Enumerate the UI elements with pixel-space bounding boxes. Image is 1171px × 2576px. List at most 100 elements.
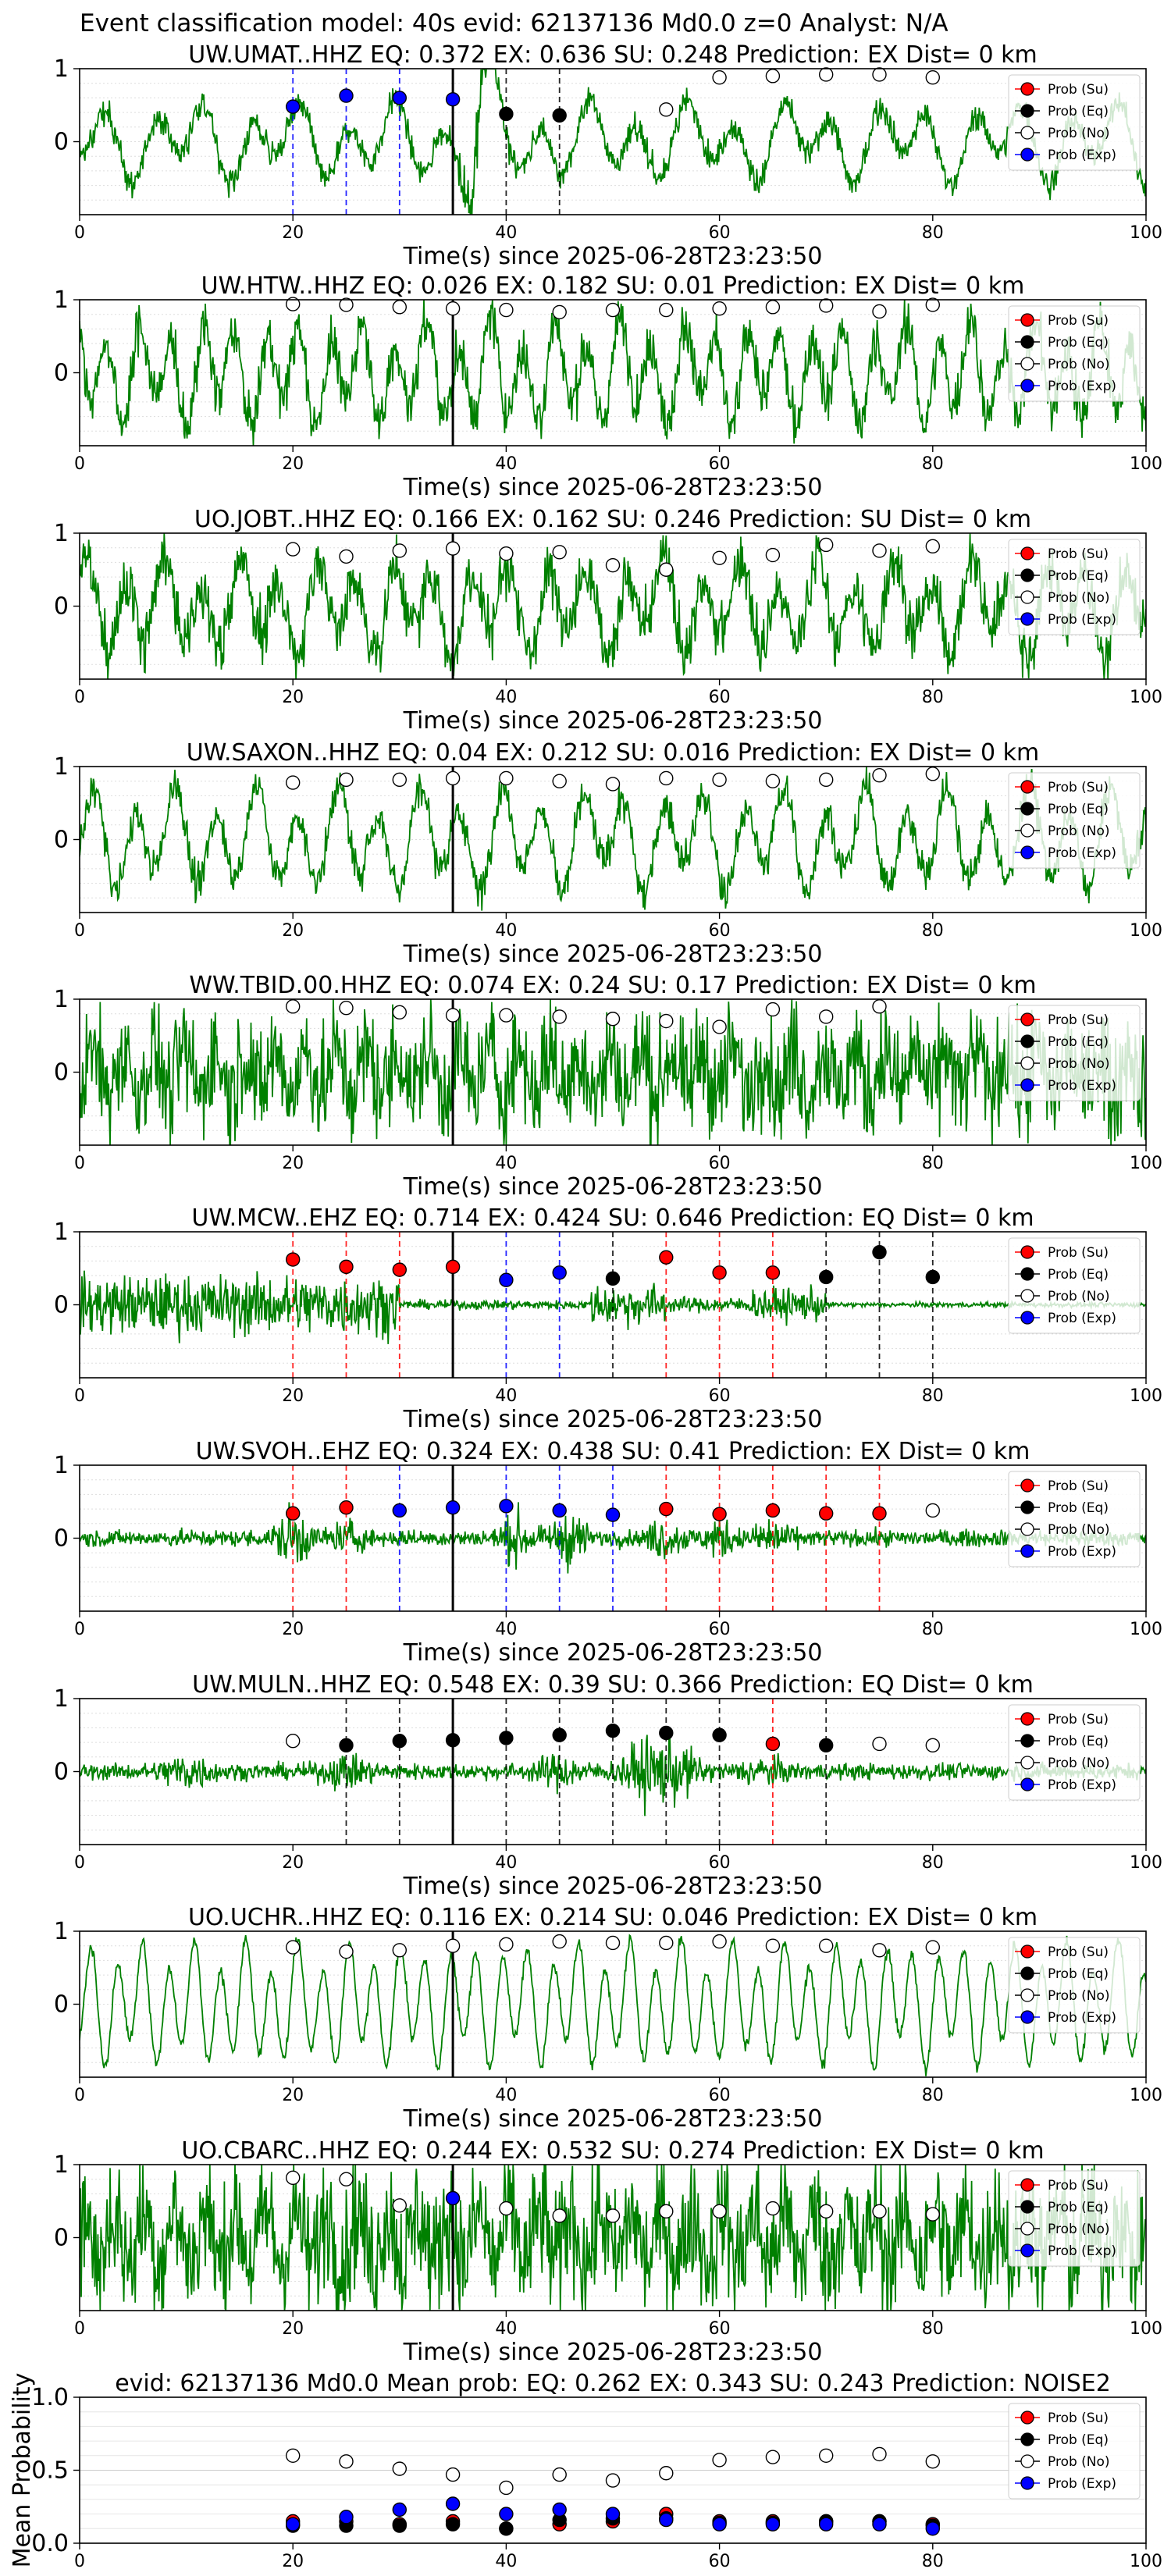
probability-marker <box>765 547 781 563</box>
x-tick-label: 40 <box>495 2319 517 2339</box>
legend-marker <box>1020 1734 1034 1748</box>
legend-label: Prob (Exp) <box>1048 1311 1116 1326</box>
legend-label: Prob (Exp) <box>1048 845 1116 861</box>
legend-marker <box>1020 2243 1034 2258</box>
probability-marker <box>339 1500 354 1515</box>
legend-label: Prob (Su) <box>1048 1712 1109 1727</box>
subplot-0: UW.UMAT..HHZ EQ: 0.372 EX: 0.636 SU: 0.2… <box>54 41 1162 270</box>
probability-marker <box>339 772 354 788</box>
y-tick-label: 0 <box>54 827 69 854</box>
probability-marker <box>872 999 887 1014</box>
legend-marker <box>1020 802 1034 816</box>
probability-marker <box>925 767 941 781</box>
x-axis-label: Time(s) since 2025-06-28T23:23:50 <box>403 707 823 735</box>
probability-marker <box>552 304 567 320</box>
legend-label: Prob (Eq) <box>1048 1734 1109 1749</box>
legend-marker <box>1020 2432 1034 2446</box>
probability-marker <box>286 1252 301 1267</box>
mean-probability-marker <box>872 2517 887 2532</box>
probability-marker <box>339 1001 354 1016</box>
x-tick-label: 0 <box>74 223 85 243</box>
x-tick-label: 100 <box>1130 223 1162 243</box>
probability-marker <box>872 304 887 319</box>
waveform-trace <box>80 999 1146 1145</box>
mean-probability-marker <box>659 2466 674 2481</box>
mean-probability-marker <box>392 2518 407 2533</box>
probability-marker <box>765 2201 781 2216</box>
legend-marker <box>1020 1777 1034 1791</box>
legend-label: Prob (Exp) <box>1048 1078 1116 1094</box>
x-tick-label: 80 <box>922 1853 944 1873</box>
legend-box <box>1008 539 1141 635</box>
legend-box <box>1008 2170 1141 2267</box>
probability-marker <box>286 1940 301 1955</box>
probability-marker <box>499 546 514 561</box>
probability-marker <box>712 301 727 316</box>
mean-probability-marker <box>339 2454 354 2469</box>
subplot-10: evid: 62137136 Md0.0 Mean prob: EQ: 0.26… <box>9 2370 1162 2571</box>
legend-marker <box>1020 2200 1034 2214</box>
probability-marker <box>499 302 514 318</box>
probability-marker <box>499 1272 514 1287</box>
y-tick-label: 1.0 <box>31 2384 69 2411</box>
probability-marker <box>872 543 887 558</box>
probability-marker <box>392 1005 407 1020</box>
probability-marker <box>925 1503 941 1518</box>
probability-marker <box>605 1012 621 1026</box>
y-axis-label: Mean Probability <box>9 2373 36 2568</box>
mean-probability-marker <box>392 2461 407 2476</box>
figure-title: Event classification model: 40s evid: 62… <box>80 9 949 37</box>
legend-marker <box>1020 1289 1034 1303</box>
probability-marker <box>445 1938 461 1953</box>
legend-label: Prob (Exp) <box>1048 612 1116 628</box>
probability-marker <box>286 1506 301 1521</box>
legend-box <box>1008 1704 1141 1801</box>
mean-probability-marker <box>286 2448 301 2464</box>
y-tick-label: 0 <box>54 1759 69 1786</box>
legend-label: Prob (Su) <box>1048 1944 1109 1960</box>
x-tick-label: 40 <box>495 2552 517 2571</box>
probability-marker <box>605 777 621 792</box>
probability-marker <box>872 768 887 783</box>
legend-marker <box>1020 1500 1034 1514</box>
legend-label: Prob (Su) <box>1048 1012 1109 1028</box>
x-axis-label: Time(s) since 2025-06-28T23:23:50 <box>403 2105 823 2133</box>
subplot-title: UW.MULN..HHZ EQ: 0.548 EX: 0.39 SU: 0.36… <box>192 1671 1034 1699</box>
legend-label: Prob (No) <box>1048 2454 1110 2470</box>
legend-marker <box>1020 568 1034 582</box>
probability-marker <box>605 1723 621 1738</box>
probability-marker <box>445 1259 461 1275</box>
legend-label: Prob (Eq) <box>1048 1500 1109 1516</box>
x-tick-label: 80 <box>922 2086 944 2105</box>
x-tick-label: 100 <box>1130 921 1162 941</box>
x-axis-label: Time(s) since 2025-06-28T23:23:50 <box>403 1173 823 1201</box>
legend-label: Prob (No) <box>1048 1056 1110 1072</box>
legend-marker <box>1020 379 1034 393</box>
y-tick-label: 1 <box>54 1452 69 1479</box>
probability-marker <box>552 1503 567 1518</box>
mean-probability-marker <box>765 2450 781 2464</box>
subplot-6: UW.SVOH..EHZ EQ: 0.324 EX: 0.438 SU: 0.4… <box>54 1438 1162 1667</box>
probability-marker <box>445 1500 461 1515</box>
probability-marker <box>659 302 674 318</box>
subplot-7: UW.MULN..HHZ EQ: 0.548 EX: 0.39 SU: 0.36… <box>54 1671 1162 1900</box>
probability-marker <box>552 2208 567 2223</box>
legend-marker <box>1020 1756 1034 1770</box>
probability-marker <box>872 1943 887 1958</box>
subplot-1: UW.HTW..HHZ EQ: 0.026 EX: 0.182 SU: 0.01… <box>54 272 1162 501</box>
legend-label: Prob (Exp) <box>1048 2010 1116 2026</box>
legend-box <box>1008 305 1141 402</box>
x-tick-label: 60 <box>709 1620 731 1639</box>
x-axis-label: Time(s) since 2025-06-28T23:23:50 <box>403 941 823 968</box>
legend-marker <box>1020 546 1034 560</box>
subplot-4: WW.TBID.00.HHZ EQ: 0.074 EX: 0.24 SU: 0.… <box>54 972 1162 1201</box>
probability-marker <box>925 1940 941 1955</box>
probability-marker <box>925 1269 941 1285</box>
x-tick-label: 0 <box>74 688 85 707</box>
mean-probability-marker <box>605 2507 621 2521</box>
legend-label: Prob (Exp) <box>1048 2243 1116 2259</box>
legend-marker <box>1020 335 1034 349</box>
probability-marker <box>765 1938 781 1953</box>
probability-marker <box>765 774 781 788</box>
waveform-trace <box>80 2165 1146 2311</box>
